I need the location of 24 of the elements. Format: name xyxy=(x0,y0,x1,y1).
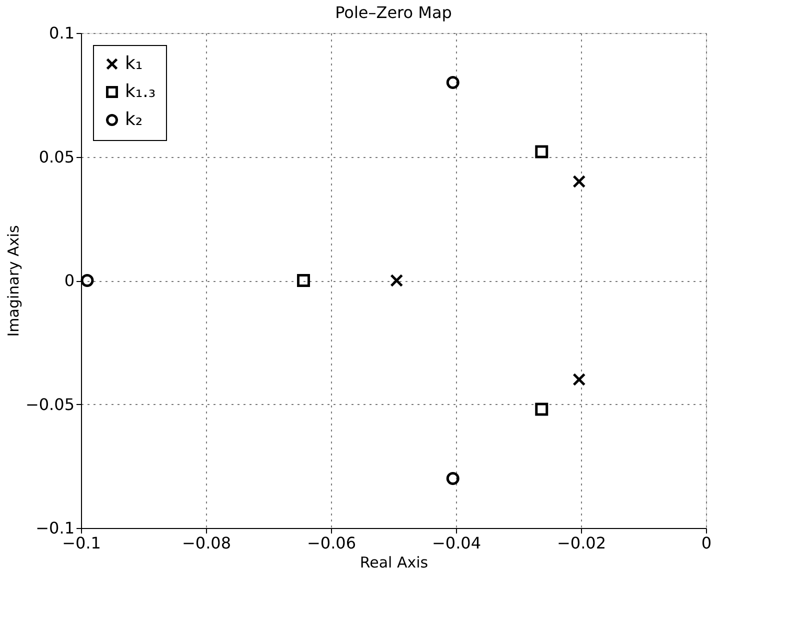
legend-label: k₁.₃ xyxy=(125,81,156,102)
point xyxy=(572,175,586,188)
legend-label: k₁ xyxy=(125,53,143,74)
x-axis-title: Real Axis xyxy=(360,554,428,572)
legend-label: k₂ xyxy=(125,109,143,130)
x-tick-label: 0 xyxy=(701,534,712,552)
x-tick-label: −0.08 xyxy=(182,534,232,552)
point xyxy=(572,373,586,386)
y-tick-label: 0.05 xyxy=(38,147,74,166)
point xyxy=(535,402,548,416)
point xyxy=(535,145,548,158)
x-tick-label: −0.04 xyxy=(432,534,482,552)
point xyxy=(446,76,460,89)
y-axis-title: Imaginary Axis xyxy=(4,225,22,337)
x-tick-label: −0.06 xyxy=(306,534,356,552)
point xyxy=(446,472,460,485)
point xyxy=(80,274,94,287)
point xyxy=(297,274,310,287)
y-tick-label: 0 xyxy=(64,271,74,290)
y-tick-label: −0.05 xyxy=(25,394,74,414)
chart-title: Pole–Zero Map xyxy=(335,3,452,22)
x-tick-label: −0.02 xyxy=(556,534,606,552)
y-tick-label: 0.1 xyxy=(49,24,74,42)
point xyxy=(390,274,404,287)
